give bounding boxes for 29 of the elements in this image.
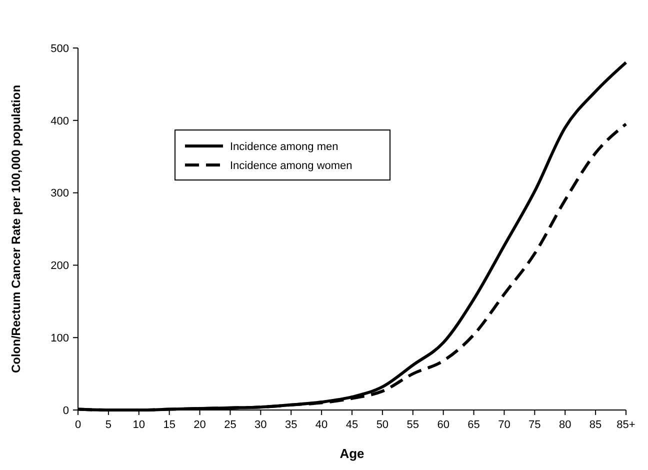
x-tick-label: 85 bbox=[589, 419, 602, 431]
x-tick-label: 45 bbox=[346, 419, 358, 431]
x-tick-label: 10 bbox=[132, 419, 146, 431]
legend-label: Incidence among men bbox=[230, 140, 338, 153]
x-tick-label: 40 bbox=[315, 419, 328, 431]
x-axis-title: Age bbox=[340, 446, 364, 461]
y-tick-label: 200 bbox=[50, 260, 69, 272]
x-tick-label: 15 bbox=[163, 419, 176, 431]
x-tick-label: 20 bbox=[194, 419, 206, 431]
y-tick-label: 100 bbox=[50, 332, 69, 344]
x-tick-label: 30 bbox=[254, 419, 267, 431]
y-tick-label: 300 bbox=[50, 188, 69, 200]
x-tick-label: 35 bbox=[284, 419, 298, 431]
y-tick-label: 500 bbox=[50, 42, 69, 55]
x-tick-label: 25 bbox=[224, 419, 236, 431]
x-tick-label: 65 bbox=[468, 419, 480, 431]
x-tick-label: 0 bbox=[74, 419, 82, 431]
y-tick-label: 400 bbox=[50, 115, 69, 128]
x-tick-label: 80 bbox=[558, 419, 572, 431]
legend-label: Incidence among women bbox=[230, 160, 352, 172]
x-tick-label: 50 bbox=[376, 419, 389, 431]
y-axis-title: Colon/Rectum Cancer Rate per 100,000 population bbox=[9, 84, 23, 374]
x-tick-label: 85+ bbox=[616, 419, 636, 431]
y-tick-label: 0 bbox=[62, 404, 69, 417]
x-tick-label: 75 bbox=[528, 419, 541, 431]
x-tick-label: 70 bbox=[498, 419, 510, 431]
x-tick-label: 60 bbox=[437, 419, 450, 431]
x-tick-label: 5 bbox=[105, 419, 112, 431]
x-tick-label: 55 bbox=[406, 419, 420, 431]
